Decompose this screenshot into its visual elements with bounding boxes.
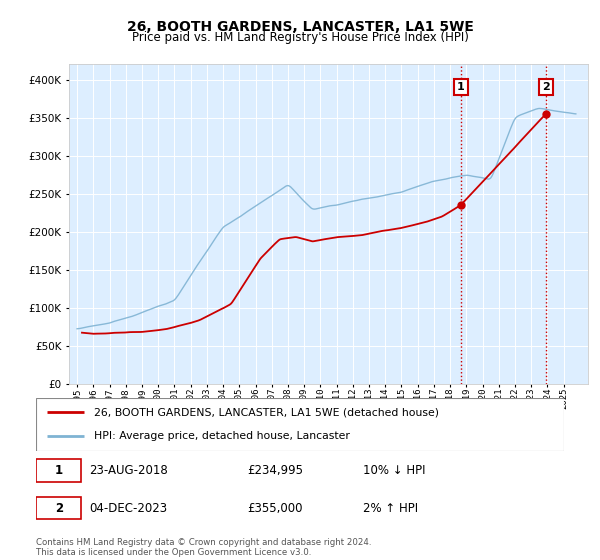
- Text: Price paid vs. HM Land Registry's House Price Index (HPI): Price paid vs. HM Land Registry's House …: [131, 31, 469, 44]
- Text: 26, BOOTH GARDENS, LANCASTER, LA1 5WE: 26, BOOTH GARDENS, LANCASTER, LA1 5WE: [127, 20, 473, 34]
- Text: 04-DEC-2023: 04-DEC-2023: [89, 502, 167, 515]
- Text: HPI: Average price, detached house, Lancaster: HPI: Average price, detached house, Lanc…: [94, 431, 350, 441]
- Text: £234,995: £234,995: [247, 464, 303, 477]
- Text: Contains HM Land Registry data © Crown copyright and database right 2024.
This d: Contains HM Land Registry data © Crown c…: [36, 538, 371, 557]
- FancyBboxPatch shape: [36, 459, 81, 482]
- Text: £355,000: £355,000: [247, 502, 303, 515]
- Text: 2% ↑ HPI: 2% ↑ HPI: [364, 502, 418, 515]
- Text: 26, BOOTH GARDENS, LANCASTER, LA1 5WE (detached house): 26, BOOTH GARDENS, LANCASTER, LA1 5WE (d…: [94, 408, 439, 418]
- Text: 2: 2: [55, 502, 63, 515]
- Text: 23-AUG-2018: 23-AUG-2018: [89, 464, 167, 477]
- FancyBboxPatch shape: [36, 497, 81, 519]
- Text: 10% ↓ HPI: 10% ↓ HPI: [364, 464, 426, 477]
- Text: 1: 1: [457, 82, 464, 92]
- Text: 1: 1: [55, 464, 63, 477]
- Text: 2: 2: [542, 82, 550, 92]
